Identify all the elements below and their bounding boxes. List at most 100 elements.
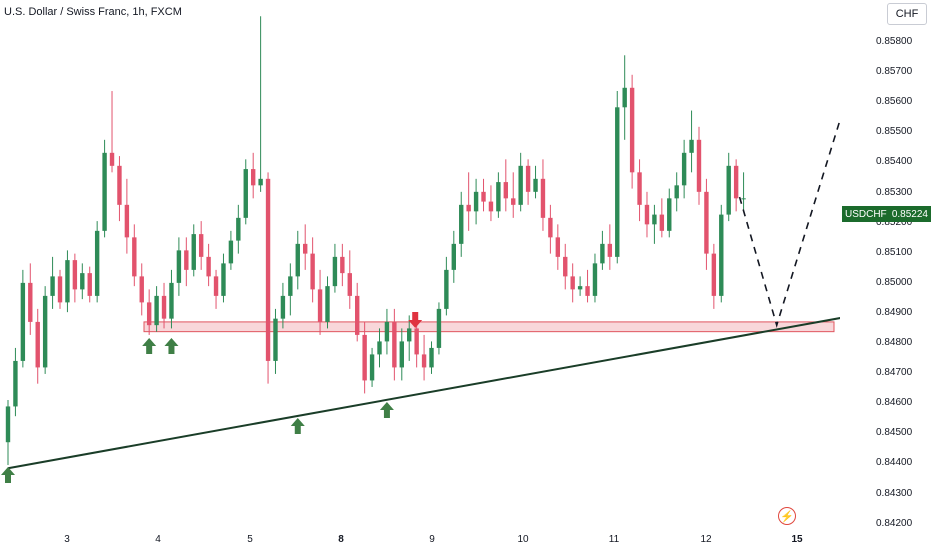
- trendline: [7, 317, 840, 470]
- candle-body: [511, 198, 516, 205]
- candle-body: [444, 269, 449, 309]
- time-tick-label: 8: [338, 534, 344, 545]
- candle-body: [288, 276, 293, 296]
- candle-body: [94, 230, 100, 296]
- candle-body: [347, 273, 352, 296]
- price-tick-label: 0.85600: [876, 96, 913, 108]
- candle-body: [436, 308, 442, 348]
- time-tick-label: 15: [791, 534, 803, 545]
- candle-body: [28, 282, 33, 322]
- candle-body: [629, 87, 635, 173]
- candle-body: [399, 341, 404, 368]
- time-tick-label: 9: [429, 534, 435, 545]
- candle-body: [704, 191, 709, 254]
- candle-body: [146, 302, 152, 326]
- down-arrow-icon: [408, 312, 423, 328]
- time-tick-label: 12: [700, 534, 712, 545]
- price-axis[interactable]: 0.85800 0.85700 0.85600 0.85500 0.85400 0.853…: [840, 0, 932, 530]
- price-tick-label: 0.84400: [876, 457, 913, 469]
- up-arrow-icon: [164, 338, 179, 354]
- candle-body: [176, 250, 182, 283]
- candle-body: [473, 191, 479, 212]
- candle-body: [563, 256, 568, 277]
- price-tick-label: 0.85100: [876, 246, 913, 258]
- candle-body: [726, 165, 731, 215]
- candle-body: [577, 286, 583, 290]
- price-tick-label: 0.85700: [876, 66, 913, 78]
- candle-body: [681, 152, 687, 186]
- time-axis[interactable]: 3 4 5 8 9 10 11 12 15: [0, 530, 932, 550]
- candle-body: [696, 139, 702, 192]
- chart-title: U.S. Dollar / Swiss Franc, 1h, FXCM: [4, 6, 182, 18]
- current-price-badge: USDCHF 0.85224: [842, 206, 931, 222]
- candle-body: [50, 276, 55, 296]
- candle-body: [414, 328, 419, 355]
- candle-body: [258, 178, 263, 186]
- candle-body: [533, 178, 538, 192]
- candle-body: [592, 263, 598, 296]
- projection-path: [738, 117, 840, 328]
- price-tick-label: 0.84500: [876, 427, 913, 439]
- candle-body: [206, 256, 211, 277]
- candle-body: [191, 234, 196, 270]
- candle-body: [644, 204, 650, 225]
- candle-body: [369, 354, 375, 381]
- candle-body: [637, 172, 642, 205]
- price-tick-label: 0.85300: [876, 186, 913, 198]
- time-tick-label: 11: [608, 534, 620, 545]
- candle-body: [540, 178, 546, 218]
- support-zone: [143, 321, 835, 333]
- price-tick-label: 0.85800: [876, 36, 913, 47]
- candle-body: [154, 295, 159, 326]
- candle-body: [124, 204, 130, 238]
- candle-body: [689, 139, 694, 153]
- candle-body: [5, 406, 11, 443]
- candle-body: [184, 250, 189, 270]
- price-tick-label: 0.84900: [876, 306, 913, 318]
- candle-body: [310, 253, 315, 290]
- candle-body: [615, 107, 620, 257]
- price-tick-label: 0.84600: [876, 397, 913, 409]
- candle-body: [20, 282, 26, 361]
- up-arrow-icon: [290, 418, 305, 434]
- candle-body: [198, 234, 204, 257]
- candle-body: [622, 87, 627, 108]
- candle-body: [503, 182, 509, 199]
- candle-body: [496, 182, 501, 212]
- candle-body: [80, 273, 85, 290]
- candle-body: [236, 217, 241, 241]
- price-tick-label: 0.84300: [876, 487, 913, 499]
- price-tick-label: 0.84800: [876, 337, 913, 348]
- candle-body: [585, 286, 590, 296]
- candle-body: [13, 360, 18, 407]
- candlestick-chart[interactable]: [0, 0, 840, 530]
- candle-body: [87, 273, 92, 296]
- candle-body: [488, 201, 494, 212]
- candle-body: [741, 198, 746, 200]
- candle-body: [265, 178, 271, 361]
- candle-body: [57, 276, 63, 303]
- lightning-icon[interactable]: ⚡: [778, 507, 796, 525]
- candle-body: [719, 214, 724, 296]
- candle-body: [377, 341, 382, 355]
- candle-body: [132, 237, 137, 277]
- candle-body: [607, 243, 613, 257]
- candle-body: [117, 165, 122, 205]
- candle-body: [384, 321, 390, 342]
- candle-body: [555, 237, 561, 257]
- candle-body: [332, 256, 338, 287]
- candle-body: [325, 286, 330, 322]
- chart-area[interactable]: U.S. Dollar / Swiss Franc, 1h, FXCM: [0, 0, 840, 530]
- current-price-label: 0.85224: [891, 208, 928, 220]
- candle-body: [295, 243, 300, 277]
- candle-body: [250, 169, 256, 186]
- time-tick-label: 10: [517, 534, 529, 545]
- candle-body: [674, 185, 679, 199]
- candle-body: [35, 321, 40, 368]
- up-arrow-icon: [379, 402, 394, 418]
- currency-button[interactable]: CHF: [887, 3, 927, 25]
- price-tick-label: 0.84200: [876, 517, 913, 529]
- up-arrow-icon: [142, 338, 157, 354]
- candle-body: [392, 321, 397, 368]
- candle-body: [102, 152, 107, 231]
